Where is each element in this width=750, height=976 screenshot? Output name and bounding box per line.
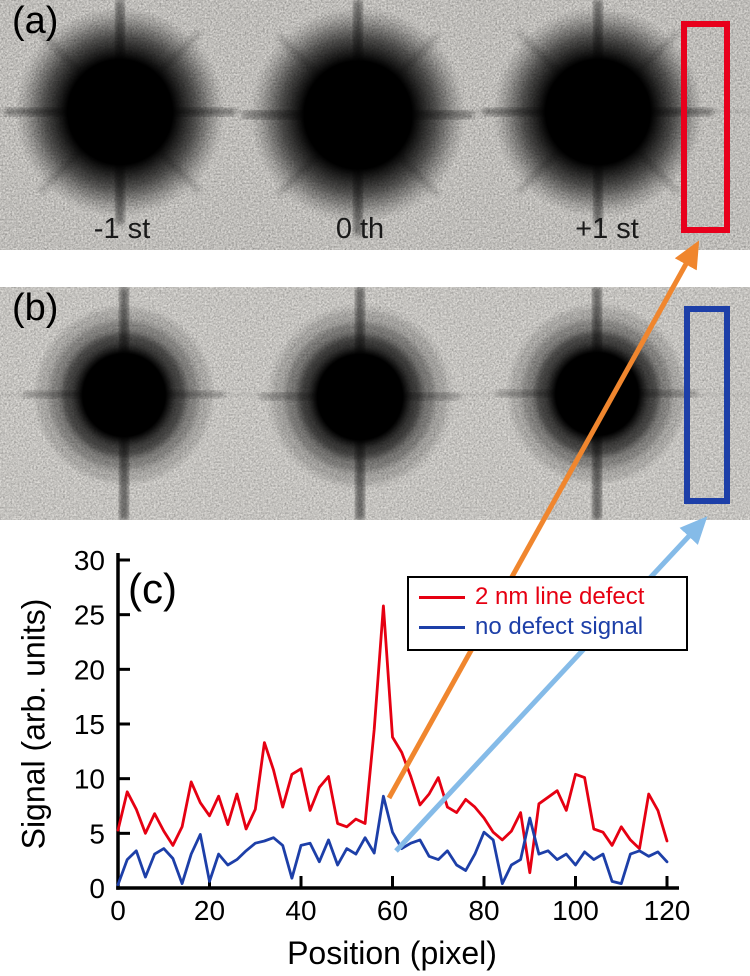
y-tick-label: 0 — [89, 873, 105, 904]
diffraction-spot-0 — [243, 0, 473, 235]
order-label-zero: 0 th — [335, 213, 385, 245]
order-label-plus1: +1 st — [575, 213, 639, 245]
panel-b: (b) — [0, 287, 750, 520]
legend-label-blue: no defect signal — [475, 613, 644, 641]
x-tick-label: 0 — [110, 895, 126, 926]
red-roi-box — [681, 21, 730, 233]
legend-item-red: 2 nm line defect — [419, 583, 678, 610]
legend-line-blue — [419, 626, 465, 630]
x-axis-title: Position (pixel) — [287, 935, 497, 971]
diffraction-image-a — [0, 0, 750, 250]
x-tick-label: 80 — [468, 895, 499, 926]
panel-b-label: (b) — [12, 287, 59, 329]
y-tick-label: 10 — [74, 764, 105, 795]
diffraction-spot-b-minus1 — [24, 287, 224, 520]
diffraction-spot-minus1 — [5, 0, 235, 224]
legend-item-blue: no defect signal — [419, 613, 678, 641]
x-tick-label: 20 — [194, 895, 225, 926]
x-tick-label: 60 — [377, 895, 408, 926]
diffraction-spot-plus1 — [483, 0, 713, 224]
y-tick-label: 30 — [74, 545, 105, 576]
legend-label-red: 2 nm line defect — [475, 583, 645, 610]
panel-a: (a) -1 st 0 th +1 st — [0, 0, 750, 250]
order-label-minus1: -1 st — [93, 213, 151, 245]
series-line-1 — [116, 794, 669, 887]
y-axis-title: Signal (arb. units) — [15, 598, 52, 850]
y-tick-label: 5 — [89, 818, 105, 849]
y-tick-label: 25 — [74, 600, 105, 631]
legend-line-red — [419, 595, 465, 599]
diffraction-image-b — [0, 287, 750, 520]
panel-c: 0 20 40 60 80 100 120 0 5 10 15 20 25 30 (c) Signal (… — [0, 545, 750, 976]
x-tick-label: 40 — [285, 895, 316, 926]
y-tick-label: 15 — [74, 709, 105, 740]
x-tick-label: 120 — [644, 895, 691, 926]
panel-c-label: (c) — [128, 565, 177, 612]
x-tick-label: 100 — [552, 895, 599, 926]
y-tick-label: 20 — [74, 654, 105, 685]
panel-a-label: (a) — [12, 0, 59, 42]
chart-legend: 2 nm line defect no defect signal — [407, 576, 688, 651]
